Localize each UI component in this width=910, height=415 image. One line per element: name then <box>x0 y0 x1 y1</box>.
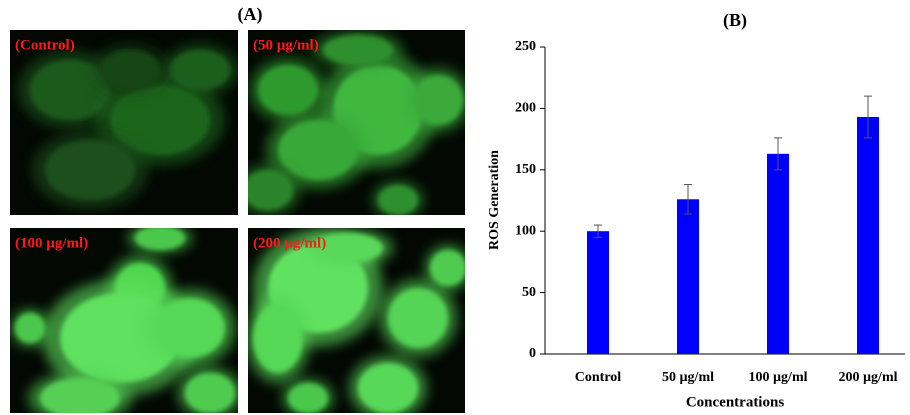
y-tick-label: 0 <box>529 346 536 361</box>
cell <box>135 228 185 250</box>
micrographs: (Control) (50 µg/ml) (100 µg/ml) (200 µg/ml… <box>10 30 465 413</box>
image-label: (200 µg/ml) <box>253 235 326 251</box>
bar-chart: 0 50 100 150 200 250 Control 50 µg/ml 100 µg/ml 2… <box>515 39 905 385</box>
micrograph <box>10 228 238 413</box>
bar <box>857 116 879 354</box>
cell <box>248 170 293 210</box>
cell <box>388 288 448 348</box>
cell <box>100 50 160 90</box>
cell <box>313 233 383 263</box>
x-tick-label: 50 µg/ml <box>662 370 714 385</box>
error-bar <box>684 184 692 215</box>
y-tick-label: 100 <box>515 223 536 238</box>
cell <box>30 60 110 120</box>
bar <box>677 199 699 354</box>
y-tick-label: 250 <box>515 39 536 54</box>
cell <box>170 50 230 90</box>
micrograph <box>248 228 465 413</box>
cell <box>358 363 418 413</box>
x-tick-label: 200 µg/ml <box>838 370 897 385</box>
cell <box>110 85 210 155</box>
error-bar <box>774 137 782 171</box>
cell <box>278 120 358 180</box>
x-axis-label: Concentrations <box>686 394 784 410</box>
x-tick-label: Control <box>575 370 622 385</box>
micrograph <box>10 30 238 215</box>
error-bar <box>864 95 872 139</box>
bar <box>587 231 609 354</box>
cell <box>323 35 393 65</box>
error-bar <box>594 224 602 238</box>
y-tick-label: 200 <box>515 101 536 116</box>
y-tick-label: 50 <box>522 285 536 300</box>
cell <box>155 298 225 358</box>
cell <box>288 383 328 413</box>
cell <box>430 250 465 286</box>
image-label: (100 µg/ml) <box>15 235 88 251</box>
bar <box>767 153 789 354</box>
y-axis-label: ROS Generation <box>487 150 502 250</box>
cell <box>45 140 135 200</box>
cell <box>258 65 318 115</box>
y-tick-label: 150 <box>515 162 536 177</box>
x-tick-label: 100 µg/ml <box>748 370 807 385</box>
image-label: (50 µg/ml) <box>253 37 319 53</box>
micrograph <box>248 30 465 215</box>
cell <box>185 373 235 413</box>
panel-a-label: (A) <box>238 4 263 25</box>
cell <box>15 313 45 343</box>
cell <box>253 303 303 373</box>
image-label: (Control) <box>15 37 75 53</box>
cell <box>378 185 418 215</box>
cell <box>413 75 463 125</box>
cell <box>40 378 120 413</box>
chart-title: (B) <box>723 10 747 31</box>
